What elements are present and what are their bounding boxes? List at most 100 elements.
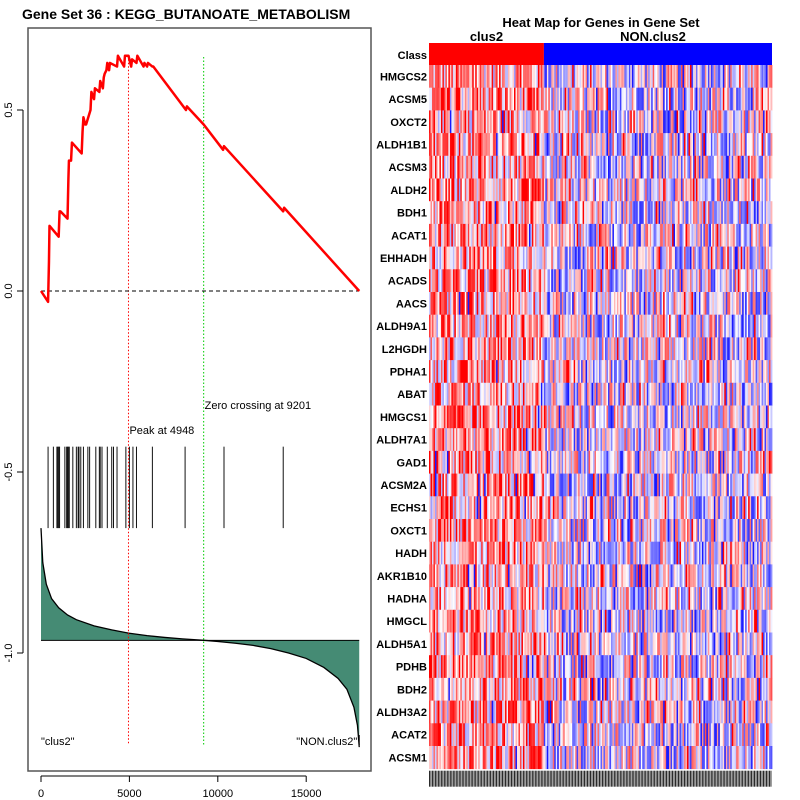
heatmap-cell [736, 269, 739, 293]
heatmap-cell [590, 314, 592, 338]
heatmap-cell [587, 110, 589, 134]
heatmap-cell [496, 87, 498, 111]
heatmap-cell [722, 450, 725, 474]
heatmap-cell [658, 269, 661, 293]
heatmap-cell [506, 87, 509, 111]
heatmap-cell [770, 178, 773, 202]
heatmap-cell [767, 223, 770, 247]
heatmap-cell [601, 110, 604, 134]
heatmap-cell [686, 314, 689, 338]
heatmap-cell [524, 496, 527, 520]
heatmap-cell [439, 337, 442, 361]
heatmap-cell [493, 360, 496, 384]
heatmap-cell [560, 314, 563, 338]
heatmap-cell [648, 178, 651, 202]
heatmap-cell [430, 246, 433, 270]
heatmap-cell [661, 473, 664, 497]
heatmap-cell [593, 110, 595, 134]
heatmap-cell [461, 133, 464, 157]
heatmap-cell [739, 155, 742, 179]
heatmap-cell [475, 246, 478, 270]
heatmap-cell [561, 314, 564, 338]
heatmap-cell [555, 110, 558, 134]
heatmap-cell [692, 269, 695, 293]
heatmap-cell [634, 314, 637, 338]
heatmap-cell [685, 314, 688, 338]
heatmap-cell [678, 246, 680, 270]
heatmap-cell [740, 496, 743, 520]
heatmap-cell [594, 65, 597, 89]
heatmap-cell [625, 405, 628, 429]
heatmap-cell [637, 314, 640, 338]
heatmap-cell [607, 246, 610, 270]
heatmap-cell [734, 65, 737, 89]
heatmap-cell [451, 65, 454, 89]
heatmap-cell [664, 155, 667, 179]
heatmap-cell [472, 428, 475, 452]
heatmap-cell [443, 269, 446, 293]
heatmap-cell [527, 519, 530, 543]
heatmap-cell [619, 201, 622, 225]
heatmap-cell [618, 337, 621, 361]
heatmap-cell [688, 314, 691, 338]
heatmap-cell [436, 178, 439, 202]
heatmap-cell [739, 246, 742, 270]
heatmap-cell [655, 473, 658, 497]
heatmap-cell [751, 178, 754, 202]
heatmap-cell [508, 428, 510, 452]
heatmap-cell [648, 360, 651, 384]
heatmap-cell [561, 110, 564, 134]
heatmap-cell [697, 473, 700, 497]
heatmap-cell [684, 155, 686, 179]
heatmap-cell [703, 292, 706, 316]
heatmap-cell [718, 201, 721, 225]
heatmap-cell [612, 110, 615, 134]
heatmap-cell [585, 178, 588, 202]
heatmap-cell [484, 292, 487, 316]
heatmap-cell [692, 519, 695, 543]
heatmap-cell [430, 110, 433, 134]
heatmap-cell [642, 360, 645, 384]
heatmap-cell [692, 450, 695, 474]
heatmap-cell [479, 473, 482, 497]
heatmap-cell [449, 450, 452, 474]
heatmap-cell [481, 133, 484, 157]
heatmap-cell [455, 246, 458, 270]
heatmap-cell [467, 541, 470, 565]
heatmap-cell [599, 292, 601, 316]
heatmap-cell [436, 155, 439, 179]
heatmap-cell [646, 178, 649, 202]
heatmap-cell [579, 110, 582, 134]
heatmap-cell [487, 178, 490, 202]
heatmap-cell [673, 428, 676, 452]
heatmap-cell [670, 133, 673, 157]
heatmap-cell [543, 110, 546, 134]
heatmap-cell [664, 110, 667, 134]
heatmap-cell [487, 519, 490, 543]
heatmap-cell [640, 178, 643, 202]
heatmap-cell [718, 87, 721, 111]
heatmap-cell [500, 110, 503, 134]
heatmap-cell [500, 201, 503, 225]
heatmap-cell [670, 65, 673, 89]
heatmap-cell [660, 382, 663, 406]
heatmap-cell [505, 223, 507, 247]
heatmap-cell [521, 337, 524, 361]
heatmap-cell [572, 405, 575, 429]
heatmap-cell [442, 450, 445, 474]
heatmap-cell [643, 155, 646, 179]
heatmap-cell [627, 473, 630, 497]
heatmap-cell [609, 246, 612, 270]
heatmap-cell [506, 337, 509, 361]
heatmap-cell [448, 382, 451, 406]
heatmap-cell [499, 541, 501, 565]
heatmap-cell [446, 178, 449, 202]
heatmap-cell [749, 450, 752, 474]
heatmap-cell [519, 110, 522, 134]
heatmap-cell [658, 223, 661, 247]
heatmap-cell [446, 223, 449, 247]
heatmap-cell [461, 87, 464, 111]
heatmap-cell [734, 337, 737, 361]
heatmap-cell [524, 292, 527, 316]
heatmap-cell [609, 133, 612, 157]
